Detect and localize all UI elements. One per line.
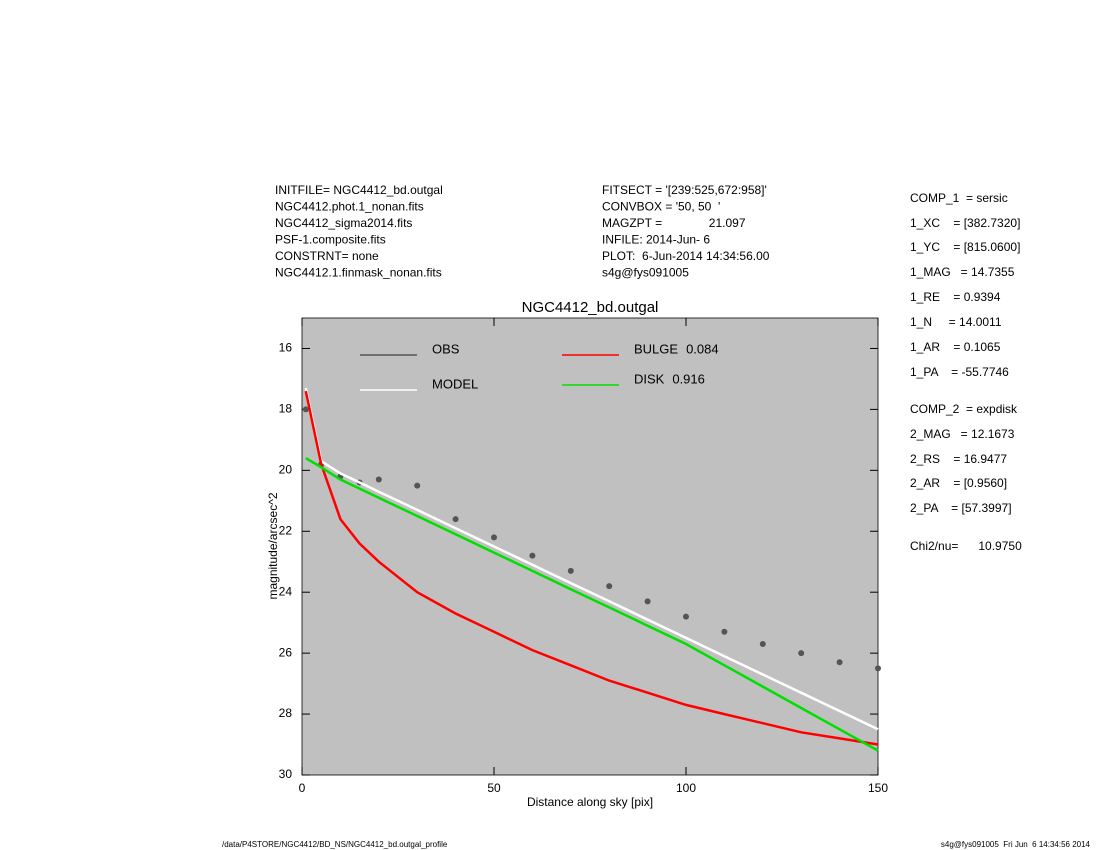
obs-point [683, 613, 689, 620]
x-tick-label: 150 [868, 781, 888, 795]
x-tick-label: 50 [487, 781, 501, 795]
fit-parameter: 1_AR = 0.1065 [910, 340, 1001, 354]
obs-point [375, 476, 382, 483]
obs-point [491, 534, 497, 541]
header-middle: CONVBOX = '50, 50 ' [602, 200, 720, 214]
y-tick-label: 24 [279, 584, 293, 598]
header-middle: s4g@fys091005 [602, 266, 689, 280]
y-tick-label: 30 [279, 767, 293, 781]
obs-point [836, 659, 843, 666]
fit-parameter: 1_MAG = 14.7355 [910, 265, 1015, 279]
fit-parameter: 1_YC = [815.0600] [910, 240, 1020, 254]
fit-parameter: COMP_2 = expdisk [910, 402, 1018, 416]
footer-right: s4g@fys091005 Fri Jun 6 14:34:56 2014 [941, 840, 1091, 849]
header-left: PSF-1.composite.fits [275, 233, 386, 247]
y-axis-label: magnitude/arcsec^2 [266, 492, 280, 599]
fit-parameter: Chi2/nu= 10.9750 [910, 539, 1022, 553]
x-tick-label: 100 [676, 781, 696, 795]
fit-parameter: COMP_1 = sersic [910, 191, 1008, 205]
x-axis-label: Distance along sky [pix] [527, 795, 653, 809]
header-left: NGC4412.phot.1_nonan.fits [275, 200, 424, 214]
obs-point [606, 583, 613, 590]
chart-title: NGC4412_bd.outgal [522, 299, 659, 316]
header-middle: INFILE: 2014-Jun- 6 [602, 233, 710, 247]
obs-point [644, 598, 651, 605]
fit-parameter: 2_AR = [0.9560] [910, 476, 1007, 490]
y-tick-label: 26 [279, 645, 293, 659]
y-tick-label: 20 [279, 463, 293, 477]
x-tick-label: 0 [299, 781, 306, 795]
y-tick-label: 22 [279, 523, 293, 537]
header-left: NGC4412.1.finmask_nonan.fits [275, 266, 442, 280]
disk-line [305, 457, 879, 752]
obs-point [302, 406, 309, 413]
obs-point [875, 665, 881, 672]
header-left: CONSTRNT= none [275, 249, 379, 263]
legend-fraction: 0.916 [672, 371, 705, 386]
legend-label: BULGE [634, 341, 678, 356]
obs-point [798, 650, 805, 657]
fit-parameter: 1_XC = [382.7320] [910, 216, 1020, 230]
header-left: NGC4412_sigma2014.fits [275, 216, 412, 230]
header-left: INITFILE= NGC4412_bd.outgal [275, 183, 443, 197]
obs-point [452, 516, 459, 523]
footer-left: /data/P4STORE/NGC4412/BD_NS/NGC4412_bd.o… [222, 840, 448, 849]
header-middle: MAGZPT = 21.097 [602, 216, 746, 230]
legend-label: MODEL [432, 376, 478, 391]
model-line [304, 387, 879, 731]
fit-parameter: 1_RE = 0.9394 [910, 290, 1001, 304]
header-middle: PLOT: 6-Jun-2014 14:34:56.00 [602, 249, 770, 263]
legend-label: OBS [432, 341, 460, 356]
obs-point [414, 482, 421, 489]
fit-parameter: 2_MAG = 12.1673 [910, 427, 1015, 441]
legend-label: DISK [634, 371, 665, 386]
header-middle: FITSECT = '[239:525,672:958]' [602, 183, 767, 197]
obs-point [529, 552, 536, 559]
y-tick-label: 28 [279, 706, 293, 720]
fit-parameter: 2_RS = 16.9477 [910, 452, 1007, 466]
bulge-line [304, 390, 879, 746]
y-tick-label: 16 [279, 341, 293, 355]
y-tick-label: 18 [279, 402, 293, 416]
obs-point [721, 628, 728, 635]
obs-point [567, 567, 574, 574]
fit-parameter: 1_N = 14.0011 [910, 315, 1002, 329]
fit-parameter: 1_PA = -55.7746 [910, 365, 1009, 379]
legend-fraction: 0.084 [686, 341, 719, 356]
plot-area [301, 317, 879, 776]
fit-parameter: 2_PA = [57.3997] [910, 501, 1012, 515]
obs-point [759, 640, 766, 647]
